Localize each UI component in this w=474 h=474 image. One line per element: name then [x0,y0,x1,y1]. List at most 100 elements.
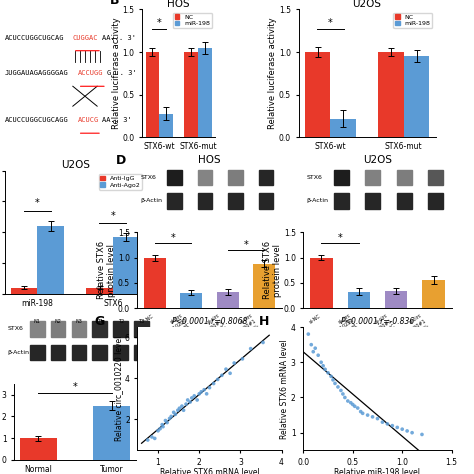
Point [327,373,335,380]
Bar [259,193,273,209]
Bar [334,170,349,185]
Text: N3: N3 [75,319,82,324]
Bar [228,193,243,209]
Bar [51,345,65,360]
Text: CUGGAC: CUGGAC [73,35,98,41]
Point [351,402,358,410]
Point [203,390,210,398]
Bar [365,170,380,185]
Point [180,407,187,414]
Point [218,372,226,379]
Point [188,394,196,402]
Text: T1: T1 [97,319,103,324]
Point [374,415,381,422]
Point [321,365,329,373]
Point [174,407,182,414]
Bar [422,280,445,308]
Bar [51,321,65,337]
Point [222,365,230,373]
Text: JUGGAUAGAGGGGAG: JUGGAUAGAGGGGAG [5,71,68,76]
Point [184,396,191,404]
Bar [146,52,159,137]
Text: *: * [244,240,248,250]
Point [344,397,352,405]
Point [170,409,177,416]
Bar [113,345,128,360]
Text: N1: N1 [34,319,41,324]
Legend: Anti-IgG, Anti-Ago2: Anti-IgG, Anti-Ago2 [99,174,142,190]
Legend: NC, miR-198: NC, miR-198 [173,13,212,28]
Point [393,424,401,431]
Point [158,421,166,428]
Point [308,341,315,348]
Point [226,370,234,377]
Point [186,398,194,406]
Bar [428,170,443,185]
Y-axis label: Relative luciferase activity: Relative luciferase activity [268,18,277,129]
Y-axis label: Relative circ_0010220 level: Relative circ_0010220 level [115,336,124,441]
Point [178,402,186,410]
Title: HOS: HOS [167,0,190,9]
Bar [144,257,166,308]
Text: STX6: STX6 [140,175,156,180]
Bar [259,170,273,185]
Title: U2OS: U2OS [61,160,90,170]
Point [310,348,317,356]
Point [329,376,337,383]
Point [389,422,396,429]
Bar [217,292,238,308]
Point [324,369,332,377]
Point [238,355,246,363]
Point [357,408,365,415]
Point [314,351,322,359]
Bar [330,118,356,137]
Bar [198,193,212,209]
Point [162,417,169,424]
Bar [92,321,107,337]
Point [347,399,355,407]
Bar [159,114,173,137]
Bar [134,345,149,360]
Point [214,375,221,383]
Point [331,380,339,387]
Text: *: * [110,211,115,221]
Bar [37,226,64,294]
Text: *: * [328,18,333,27]
Bar [30,345,45,360]
Bar [20,438,56,460]
Text: T2: T2 [118,319,124,324]
Point [144,436,152,444]
Point [339,390,346,398]
Point [164,419,171,427]
Point [182,400,190,408]
Bar [72,321,86,337]
Point [318,358,325,366]
Bar [334,193,349,209]
Bar [198,48,212,137]
Text: H: H [259,315,269,328]
Title: P<0.0001,r=-0.836: P<0.0001,r=-0.836 [340,317,415,326]
Point [341,394,349,401]
Text: ACCUGG: ACCUGG [78,71,103,76]
Text: β-Actin: β-Actin [306,199,328,203]
Point [176,404,183,412]
Point [154,427,162,435]
Point [304,330,312,338]
Bar [310,257,333,308]
Bar [428,193,443,209]
Title: HOS: HOS [198,155,221,165]
Point [364,411,372,419]
Bar [72,345,86,360]
Bar [347,292,370,308]
Point [201,386,208,393]
Bar [167,170,182,185]
Point [319,362,327,370]
Text: T3: T3 [138,319,145,324]
Bar [397,193,412,209]
Point [167,412,175,420]
Text: STX6: STX6 [306,175,322,180]
Point [198,388,205,395]
Point [247,345,255,353]
Bar [253,264,275,308]
Title: U2OS: U2OS [363,155,392,165]
